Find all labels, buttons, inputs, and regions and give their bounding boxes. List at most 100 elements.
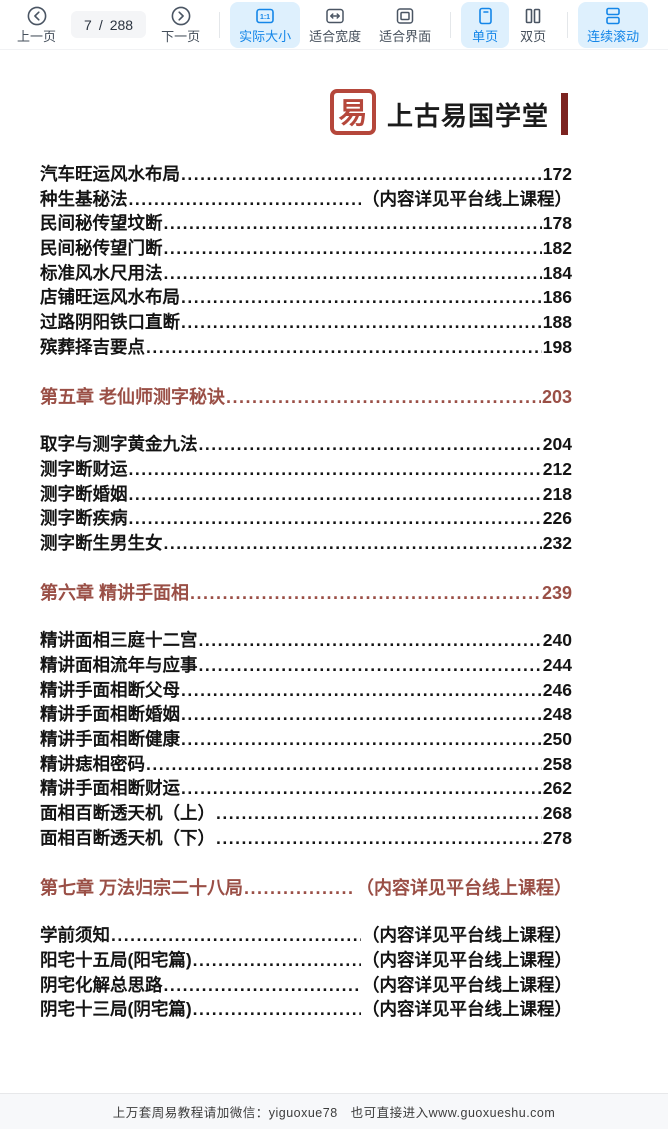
toc-entry-page: 239 <box>541 582 572 603</box>
toc-entry-title: 测字断财运 <box>40 458 128 479</box>
toc-entry: 面相百断透天机（下）..............................… <box>40 826 572 851</box>
toc-entry: 阴宅化解总思路.................................… <box>40 973 572 998</box>
single-page-button[interactable]: 单页 <box>461 1 510 48</box>
dot-leader: ........................................… <box>146 336 542 357</box>
toc-entry-title: 汽车旺运风水布局 <box>40 164 180 184</box>
circle-chevron-right-icon <box>170 5 192 27</box>
toc-entry: 精讲面相流年与应事...............................… <box>40 653 572 678</box>
dot-leader: ........................................… <box>181 164 542 184</box>
dot-leader: ........................................… <box>128 188 362 209</box>
dot-leader: ........................................… <box>216 803 542 824</box>
double-page-button[interactable]: 双页 <box>509 2 557 48</box>
page-number-input[interactable]: 7 / 288 <box>71 11 147 38</box>
promo-footer-text: 上万套周易教程请加微信：yiguoxue78 也可直接进入www.guoxues… <box>112 1106 556 1120</box>
dot-leader: ........................................… <box>192 949 361 970</box>
toc-entry-title: 精讲面相流年与应事 <box>40 655 198 675</box>
toc-entry: 殡葬择吉要点..................................… <box>40 335 572 360</box>
toc-entry-title: 民间秘传望坟断 <box>40 213 163 234</box>
fit-width-button[interactable]: 适合宽度 <box>300 2 370 48</box>
toc-entry-title: 标准风水尺用法 <box>40 262 163 283</box>
toc-entry-title: 精讲手面相断财运 <box>40 778 180 799</box>
document-page: 易 上古易国学堂 汽车旺运风水布局.......................… <box>0 50 668 1093</box>
toc-entry: 精讲面相三庭十二宫...............................… <box>40 628 572 653</box>
toc-chapter-heading: 第五章 老仙师测字秘诀.............................… <box>40 385 572 410</box>
toc-entry-title: 阳宅十五局(阳宅篇) <box>40 949 192 970</box>
toc-entry-page: 258 <box>542 753 572 774</box>
dot-leader: ........................................… <box>163 532 542 553</box>
toc-entry: 店铺旺运风水布局................................… <box>40 285 572 310</box>
toc-entry: 取字与测字黄金九法...............................… <box>40 432 572 457</box>
toc-entry-title: 测字断疾病 <box>40 508 128 529</box>
toc-entry-title: 测字断生男生女 <box>40 532 163 553</box>
toc-entry-page: 203 <box>541 386 572 407</box>
toc-entry-title: 民间秘传望门断 <box>40 238 163 259</box>
toc-entry-page: （内容详见平台线上课程） <box>362 974 572 995</box>
toc-entry-title: 店铺旺运风水布局 <box>40 287 180 308</box>
toc-entry-page: 186 <box>542 287 572 308</box>
actual-size-1to1-icon: 1:1 <box>254 5 276 27</box>
current-page-value[interactable]: 7 <box>84 16 92 33</box>
toc-entry: 精讲手面相断父母................................… <box>40 678 572 703</box>
toc-entry-page: 172 <box>542 164 572 184</box>
continuous-scroll-button[interactable]: 连续滚动 <box>578 1 649 48</box>
toc-entry-page: 212 <box>542 458 572 479</box>
dot-leader: ........................................… <box>181 729 542 750</box>
toc-entry: 阴宅十三局(阴宅篇)..............................… <box>40 997 572 1022</box>
dot-leader: ........................................… <box>163 262 542 283</box>
toolbar-divider <box>450 11 452 38</box>
toc-entry: 过路阴阳铁口直断................................… <box>40 310 572 335</box>
single-page-icon <box>474 5 496 27</box>
toc-entry-title: 种生基秘法 <box>40 188 128 209</box>
dot-leader: ........................................… <box>198 630 542 651</box>
dot-leader: ........................................… <box>128 458 542 479</box>
toc-entry-title: 学前须知 <box>40 925 110 946</box>
seal-icon: 易 <box>329 88 377 141</box>
toc-entry-page: 246 <box>542 679 572 700</box>
double-page-label: 双页 <box>520 29 547 44</box>
toc-entry-title: 精讲手面相断父母 <box>40 679 180 700</box>
fit-page-button[interactable]: 适合界面 <box>370 2 440 48</box>
toc-entry-title: 第七章 万法归宗二十八局 <box>40 877 243 898</box>
double-page-icon <box>522 5 544 27</box>
toc-entry: 学前须知....................................… <box>40 923 572 948</box>
toc-entry: 汽车旺运风水布局................................… <box>40 162 572 187</box>
dot-leader: ........................................… <box>163 238 542 259</box>
toc-entry: 面相百断透天机（上）..............................… <box>40 801 572 826</box>
svg-text:1:1: 1:1 <box>260 14 270 21</box>
dot-leader: ........................................… <box>190 582 541 603</box>
toc-entry-page: 204 <box>542 434 572 455</box>
toc-entry-page: 198 <box>542 336 572 357</box>
actual-size-button[interactable]: 1:1 实际大小 <box>230 1 301 48</box>
svg-text:易: 易 <box>338 96 367 130</box>
toolbar-divider <box>219 11 221 38</box>
toc-entry-title: 第六章 精讲手面相 <box>40 582 190 603</box>
fit-width-label: 适合宽度 <box>309 29 362 44</box>
publisher-logo: 易 上古易国学堂 <box>0 86 668 142</box>
dot-leader: ........................................… <box>181 778 542 799</box>
toolbar-divider <box>567 11 569 38</box>
toc-entry-page: 268 <box>542 803 572 824</box>
dot-leader: ........................................… <box>163 213 542 234</box>
fit-width-icon <box>324 5 346 27</box>
toc-entry: 测字断婚姻...................................… <box>40 482 572 507</box>
toc-entry: 精讲手面相断婚姻................................… <box>40 702 572 727</box>
fit-page-icon <box>394 5 416 27</box>
toc-entry-title: 面相百断透天机（上） <box>40 803 215 824</box>
dot-leader: ........................................… <box>163 974 362 995</box>
toc-entry-page: （内容详见平台线上课程） <box>362 999 572 1020</box>
toc-entry-page: 240 <box>542 630 572 651</box>
toc-entry-title: 阴宅化解总思路 <box>40 974 163 995</box>
toc-entry: 精讲手面相断健康................................… <box>40 727 572 752</box>
toc-entry-page: （内容详见平台线上课程） <box>362 949 572 970</box>
fit-page-label: 适合界面 <box>379 29 432 44</box>
dot-leader: ........................................… <box>216 827 542 848</box>
toc-entry-page: 250 <box>542 729 572 750</box>
toc-entry-page: （内容详见平台线上课程） <box>356 877 572 898</box>
actual-size-label: 实际大小 <box>239 29 292 44</box>
dot-leader: ........................................… <box>192 999 361 1020</box>
toc-entry-page: 218 <box>542 483 572 504</box>
prev-page-button[interactable]: 上一页 <box>8 2 65 48</box>
dot-leader: ........................................… <box>128 508 542 529</box>
next-page-button[interactable]: 下一页 <box>152 2 209 48</box>
